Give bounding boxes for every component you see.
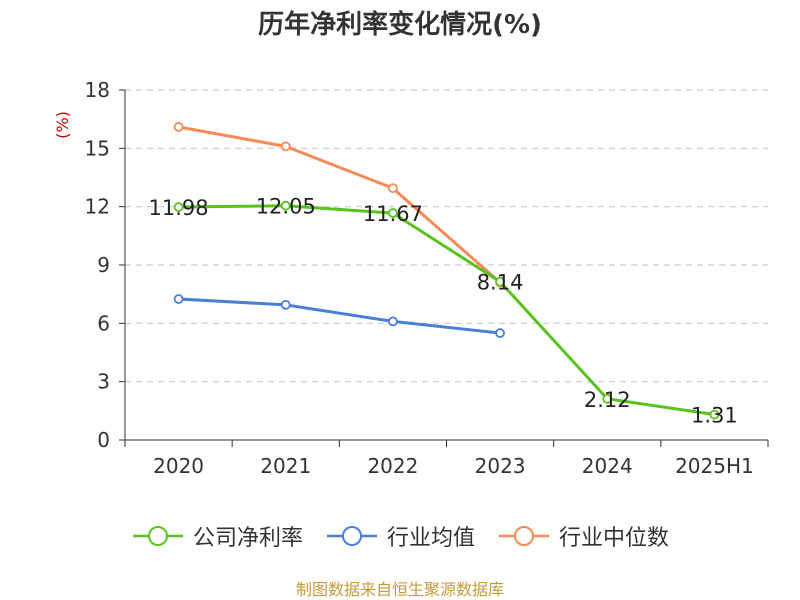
y-tick-label: 18 <box>85 78 110 102</box>
data-point <box>388 183 398 194</box>
series-line <box>178 125 502 284</box>
y-tick-label: 0 <box>97 428 110 452</box>
y-tick-label: 12 <box>85 195 110 219</box>
data-label: 2.12 <box>584 388 631 412</box>
x-tick-label: 2021 <box>260 454 311 478</box>
legend-item[interactable]: 行业中位数 <box>497 520 669 552</box>
x-tick-label: 2023 <box>475 454 526 478</box>
data-point <box>280 200 291 211</box>
series-line <box>178 204 715 417</box>
y-tick-label: 15 <box>85 136 110 160</box>
legend-marker-icon <box>132 526 183 546</box>
legend-label: 公司净利率 <box>192 526 303 551</box>
legend-marker-icon <box>499 526 549 546</box>
x-tick-label: 2020 <box>153 454 204 478</box>
data-point <box>280 299 291 310</box>
data-point <box>495 276 505 287</box>
data-point <box>602 393 613 404</box>
y-tick-label: 9 <box>97 253 110 277</box>
source-note: 制图数据来自恒生聚源数据库 <box>295 580 504 599</box>
series-line <box>178 297 501 335</box>
legend-label: 行业中位数 <box>559 526 670 551</box>
data-label: 11.98 <box>149 196 209 220</box>
legend-label: 行业均值 <box>386 526 475 551</box>
y-tick-label: 3 <box>97 370 110 394</box>
chart-title: 历年净利率变化情况(%) <box>258 10 542 40</box>
legend: 公司净利率 行业均值 行业中位数 <box>0 520 800 552</box>
data-point <box>173 294 184 304</box>
y-tick-label: 6 <box>97 311 110 335</box>
legend-item[interactable]: 公司净利率 <box>131 520 303 552</box>
data-label: 11.67 <box>363 202 423 226</box>
legend-item[interactable]: 行业均值 <box>325 520 475 552</box>
x-tick-label: 2022 <box>367 454 418 478</box>
data-point <box>280 141 291 152</box>
data-label: 1.31 <box>691 404 738 428</box>
data-point <box>388 208 398 218</box>
data-label: 12.05 <box>256 195 316 219</box>
data-point <box>173 122 184 132</box>
data-point <box>495 328 505 338</box>
x-tick-label: 2024 <box>582 454 633 478</box>
y-axis-label: (%) <box>53 111 72 139</box>
data-point <box>388 316 398 327</box>
data-point <box>709 409 720 420</box>
data-label: 8.14 <box>477 271 524 295</box>
data-point <box>173 202 184 212</box>
legend-marker-icon <box>326 526 377 546</box>
x-tick-label: 2025H1 <box>675 454 754 478</box>
